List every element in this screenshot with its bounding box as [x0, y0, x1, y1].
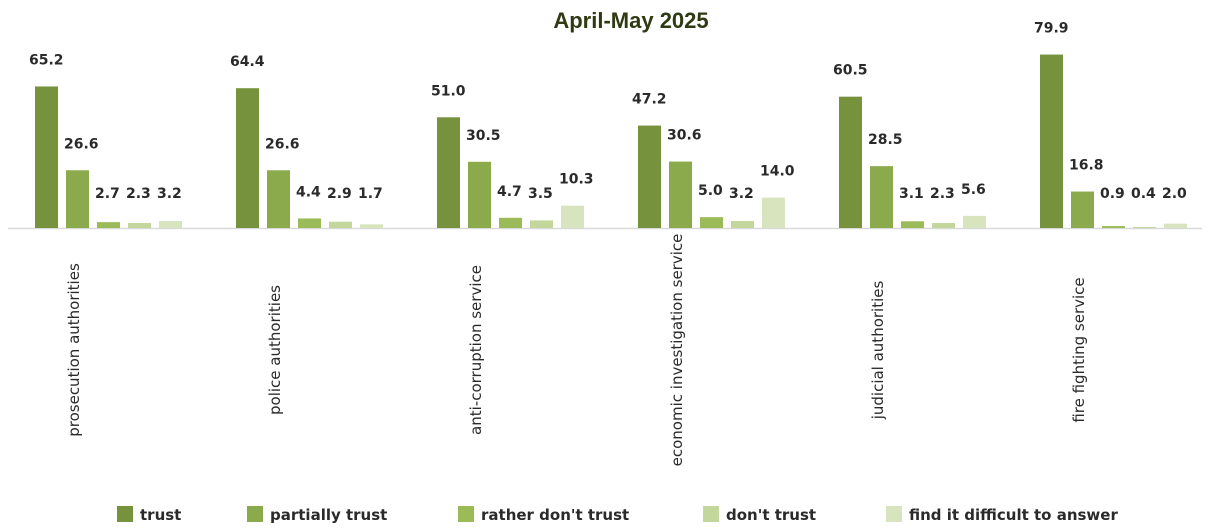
data-label-police-authorities-don-t-trust: 2.9 — [327, 186, 352, 202]
category-label-fire-fighting-service: fire fighting service — [1070, 277, 1088, 422]
data-label-anti-corruption-service-partially-trust: 30.5 — [466, 128, 501, 144]
legend-label-don-t-trust: don't trust — [726, 506, 816, 524]
data-label-anti-corruption-service-find-it-difficult-to-answer: 10.3 — [559, 172, 594, 188]
data-label-fire-fighting-service-partially-trust: 16.8 — [1069, 158, 1104, 174]
legend-swatch-trust — [117, 506, 133, 522]
data-label-prosecution-authorities-trust: 65.2 — [29, 52, 64, 68]
category-label-prosecution-authorities: prosecution authorities — [65, 263, 83, 437]
bar-economic-investigation-service-find-it-difficult-to-answer — [762, 197, 785, 228]
bar-police-authorities-don-t-trust — [329, 221, 352, 228]
category-labels-layer: prosecution authorities police authoritie… — [65, 234, 1088, 467]
data-label-police-authorities-trust: 64.4 — [230, 54, 265, 70]
data-label-economic-investigation-service-find-it-difficult-to-answer: 14.0 — [760, 164, 795, 180]
bar-fire-fighting-service-partially-trust — [1071, 191, 1094, 228]
legend-label-trust: trust — [140, 506, 181, 524]
data-label-police-authorities-rather-don-t-trust: 4.4 — [296, 184, 321, 200]
legend-swatch-find-it-difficult-to-answer — [886, 506, 902, 522]
bar-judicial-authorities-trust — [839, 96, 862, 228]
data-label-police-authorities-partially-trust: 26.6 — [265, 136, 300, 152]
bar-police-authorities-find-it-difficult-to-answer — [360, 224, 383, 228]
category-label-judicial-authorities: judicial authorities — [869, 281, 887, 421]
data-label-economic-investigation-service-partially-trust: 30.6 — [667, 128, 702, 144]
bar-police-authorities-rather-don-t-trust — [298, 218, 321, 228]
bar-prosecution-authorities-find-it-difficult-to-answer — [159, 221, 182, 228]
bar-police-authorities-trust — [236, 88, 259, 228]
data-label-economic-investigation-service-don-t-trust: 3.2 — [729, 186, 754, 202]
data-label-judicial-authorities-don-t-trust: 2.3 — [930, 186, 955, 202]
data-label-judicial-authorities-rather-don-t-trust: 3.1 — [899, 186, 924, 202]
data-label-prosecution-authorities-find-it-difficult-to-answer: 3.2 — [157, 186, 182, 202]
data-label-judicial-authorities-trust: 60.5 — [833, 63, 868, 79]
data-label-economic-investigation-service-rather-don-t-trust: 5.0 — [698, 183, 723, 199]
legend: trust partially trust rather don't trust do… — [117, 506, 1118, 524]
data-label-prosecution-authorities-partially-trust: 26.6 — [64, 136, 99, 152]
legend-label-partially-trust: partially trust — [270, 506, 387, 524]
legend-swatch-partially-trust — [247, 506, 263, 522]
bar-anti-corruption-service-find-it-difficult-to-answer — [561, 205, 584, 228]
bar-prosecution-authorities-don-t-trust — [128, 223, 151, 228]
data-label-prosecution-authorities-rather-don-t-trust: 2.7 — [95, 186, 120, 202]
bar-police-authorities-partially-trust — [267, 170, 290, 228]
bar-economic-investigation-service-don-t-trust — [731, 221, 754, 228]
data-label-judicial-authorities-partially-trust: 28.5 — [868, 132, 903, 148]
bar-anti-corruption-service-partially-trust — [468, 161, 491, 228]
bar-fire-fighting-service-don-t-trust — [1133, 227, 1156, 228]
bar-judicial-authorities-rather-don-t-trust — [901, 221, 924, 228]
bar-anti-corruption-service-rather-don-t-trust — [499, 217, 522, 228]
bars-layer — [35, 54, 1187, 229]
data-label-police-authorities-find-it-difficult-to-answer: 1.7 — [358, 186, 383, 202]
bar-fire-fighting-service-rather-don-t-trust — [1102, 226, 1125, 228]
bar-prosecution-authorities-rather-don-t-trust — [97, 222, 120, 228]
bar-fire-fighting-service-trust — [1040, 54, 1063, 229]
bar-judicial-authorities-partially-trust — [870, 166, 893, 228]
category-label-economic-investigation-service: economic investigation service — [668, 234, 686, 467]
data-label-judicial-authorities-find-it-difficult-to-answer: 5.6 — [961, 182, 986, 198]
bar-economic-investigation-service-partially-trust — [669, 161, 692, 228]
data-label-anti-corruption-service-trust: 51.0 — [431, 83, 466, 99]
chart-title: April-May 2025 — [553, 8, 708, 33]
legend-label-rather-don-t-trust: rather don't trust — [481, 506, 629, 524]
legend-swatch-don-t-trust — [703, 506, 719, 522]
data-label-fire-fighting-service-rather-don-t-trust: 0.9 — [1100, 186, 1125, 202]
data-label-fire-fighting-service-trust: 79.9 — [1034, 21, 1069, 37]
bar-judicial-authorities-don-t-trust — [932, 223, 955, 228]
bar-economic-investigation-service-trust — [638, 125, 661, 228]
bar-anti-corruption-service-trust — [437, 117, 460, 228]
data-label-economic-investigation-service-trust: 47.2 — [632, 92, 667, 108]
data-label-fire-fighting-service-find-it-difficult-to-answer: 2.0 — [1162, 186, 1187, 202]
bar-prosecution-authorities-partially-trust — [66, 170, 89, 228]
category-label-police-authorities: police authorities — [266, 285, 284, 415]
data-label-fire-fighting-service-don-t-trust: 0.4 — [1131, 186, 1156, 202]
bar-fire-fighting-service-find-it-difficult-to-answer — [1164, 223, 1187, 228]
data-label-anti-corruption-service-don-t-trust: 3.5 — [528, 186, 553, 202]
data-label-prosecution-authorities-don-t-trust: 2.3 — [126, 186, 151, 202]
data-label-anti-corruption-service-rather-don-t-trust: 4.7 — [497, 184, 522, 200]
bar-anti-corruption-service-don-t-trust — [530, 220, 553, 228]
bar-economic-investigation-service-rather-don-t-trust — [700, 217, 723, 228]
legend-swatch-rather-don-t-trust — [458, 506, 474, 522]
bar-prosecution-authorities-trust — [35, 86, 58, 228]
legend-label-find-it-difficult-to-answer: find it difficult to answer — [909, 506, 1118, 524]
category-label-anti-corruption-service: anti-corruption service — [467, 265, 485, 435]
bar-judicial-authorities-find-it-difficult-to-answer — [963, 215, 986, 228]
data-labels-layer: 65.2 26.6 2.7 2.3 3.2 64.4 26.6 4.4 2.9 1.7 51.0 30… — [29, 21, 1187, 202]
